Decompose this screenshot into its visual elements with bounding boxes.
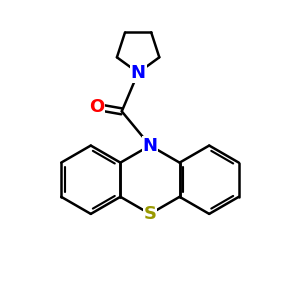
Text: N: N xyxy=(142,136,158,154)
Text: N: N xyxy=(130,64,146,82)
Text: S: S xyxy=(143,205,157,223)
Text: O: O xyxy=(89,98,104,116)
